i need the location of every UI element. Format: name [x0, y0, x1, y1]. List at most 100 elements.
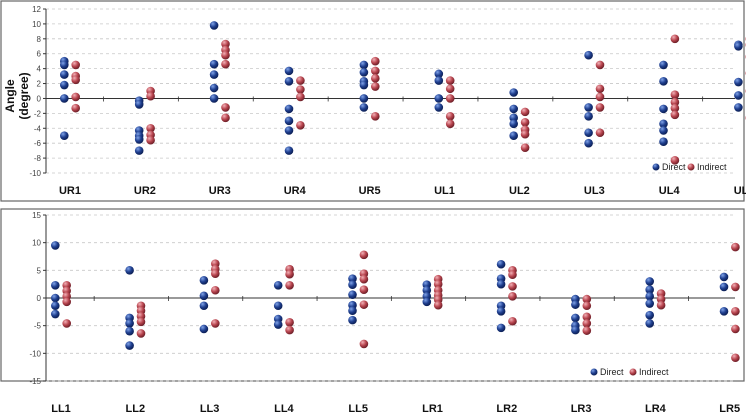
- direct-point: [51, 301, 60, 311]
- direct-point: [60, 131, 69, 141]
- direct-point: [348, 280, 357, 290]
- category-label: LR1: [422, 403, 443, 415]
- direct-point: [645, 285, 654, 295]
- category-label: UR5: [359, 185, 381, 197]
- indirect-point: [582, 301, 592, 311]
- direct-point: [645, 299, 654, 308]
- indirect-point: [211, 269, 220, 278]
- direct-point: [719, 272, 729, 282]
- indirect-point: [71, 92, 80, 102]
- direct-point: [125, 319, 134, 328]
- indirect-point: [371, 56, 380, 66]
- direct-point: [734, 91, 743, 100]
- direct-point: [51, 309, 60, 319]
- indirect-point: [359, 300, 369, 309]
- indirect-point: [296, 76, 305, 85]
- direct-point: [645, 277, 654, 286]
- indirect-point: [508, 270, 517, 280]
- category-label: UL2: [509, 185, 530, 197]
- direct-point: [434, 103, 444, 112]
- lower-legend: Direct Indirect: [590, 367, 669, 377]
- indirect-point: [285, 269, 294, 279]
- direct-point: [434, 69, 444, 79]
- direct-point: [284, 77, 294, 86]
- indirect-point: [359, 250, 369, 260]
- y-tick-label: -15: [29, 377, 41, 386]
- indirect-point: [146, 135, 155, 145]
- legend-direct-marker: [590, 368, 598, 376]
- indirect-point: [520, 143, 530, 152]
- direct-point: [60, 70, 69, 79]
- y-tick-label: -6: [34, 139, 42, 148]
- indirect-point: [582, 326, 592, 335]
- direct-point: [496, 306, 506, 316]
- direct-point: [659, 77, 668, 86]
- indirect-point: [445, 94, 455, 103]
- indirect-point: [221, 103, 230, 112]
- indirect-point: [595, 84, 605, 94]
- direct-point: [199, 324, 209, 334]
- direct-point: [359, 103, 369, 112]
- direct-point: [434, 94, 444, 103]
- y-axis-title-line1: Angle: [3, 79, 17, 113]
- direct-point: [134, 135, 144, 144]
- category-label: LR4: [645, 403, 667, 415]
- direct-point: [209, 59, 219, 69]
- direct-point: [571, 300, 580, 309]
- indirect-point: [445, 76, 455, 85]
- direct-point: [273, 280, 283, 290]
- category-label: LL3: [200, 403, 220, 415]
- indirect-point: [371, 112, 380, 121]
- indirect-point: [285, 318, 294, 327]
- direct-point: [496, 279, 506, 289]
- lower-panel-frame: [0, 208, 745, 382]
- indirect-point: [520, 129, 530, 139]
- direct-point: [209, 70, 219, 79]
- y-tick-label: 4: [37, 65, 42, 74]
- indirect-point: [731, 324, 740, 334]
- direct-point: [348, 274, 357, 283]
- direct-point: [719, 306, 729, 316]
- direct-point: [645, 292, 654, 301]
- indirect-point: [445, 112, 455, 121]
- indirect-point: [136, 329, 146, 338]
- direct-point: [422, 297, 432, 307]
- direct-point: [659, 60, 668, 70]
- legend-direct-label: Direct: [600, 367, 624, 377]
- direct-point: [125, 341, 134, 350]
- indirect-point: [595, 92, 605, 102]
- legend-indirect-marker: [629, 368, 637, 376]
- indirect-point: [285, 325, 294, 335]
- indirect-point: [508, 292, 517, 301]
- y-tick-label: -4: [34, 124, 42, 133]
- direct-point: [734, 103, 743, 112]
- y-tick-label: 0: [37, 294, 42, 303]
- indirect-point: [670, 90, 680, 100]
- indirect-point: [296, 92, 305, 102]
- direct-point: [359, 94, 369, 103]
- upper-legend: Direct Indirect: [652, 162, 727, 172]
- direct-point: [659, 137, 668, 146]
- direct-point: [284, 104, 294, 114]
- category-label: UL5: [734, 185, 746, 197]
- y-tick-label: -10: [29, 349, 41, 358]
- indirect-point: [595, 60, 605, 70]
- indirect-point: [508, 316, 517, 326]
- category-label: LR5: [719, 403, 740, 415]
- category-label: UR4: [284, 185, 307, 197]
- category-label: UL3: [584, 185, 605, 197]
- indirect-point: [670, 97, 680, 107]
- direct-point: [584, 103, 593, 112]
- direct-point: [199, 291, 209, 301]
- direct-point: [284, 146, 294, 155]
- direct-point: [509, 131, 518, 141]
- category-label: LR2: [496, 403, 517, 415]
- category-label: LL5: [348, 403, 368, 415]
- direct-point: [584, 50, 593, 60]
- indirect-point: [62, 297, 71, 307]
- direct-point: [719, 282, 729, 292]
- category-label: UL1: [434, 185, 455, 197]
- indirect-point: [595, 128, 605, 138]
- direct-point: [348, 315, 357, 325]
